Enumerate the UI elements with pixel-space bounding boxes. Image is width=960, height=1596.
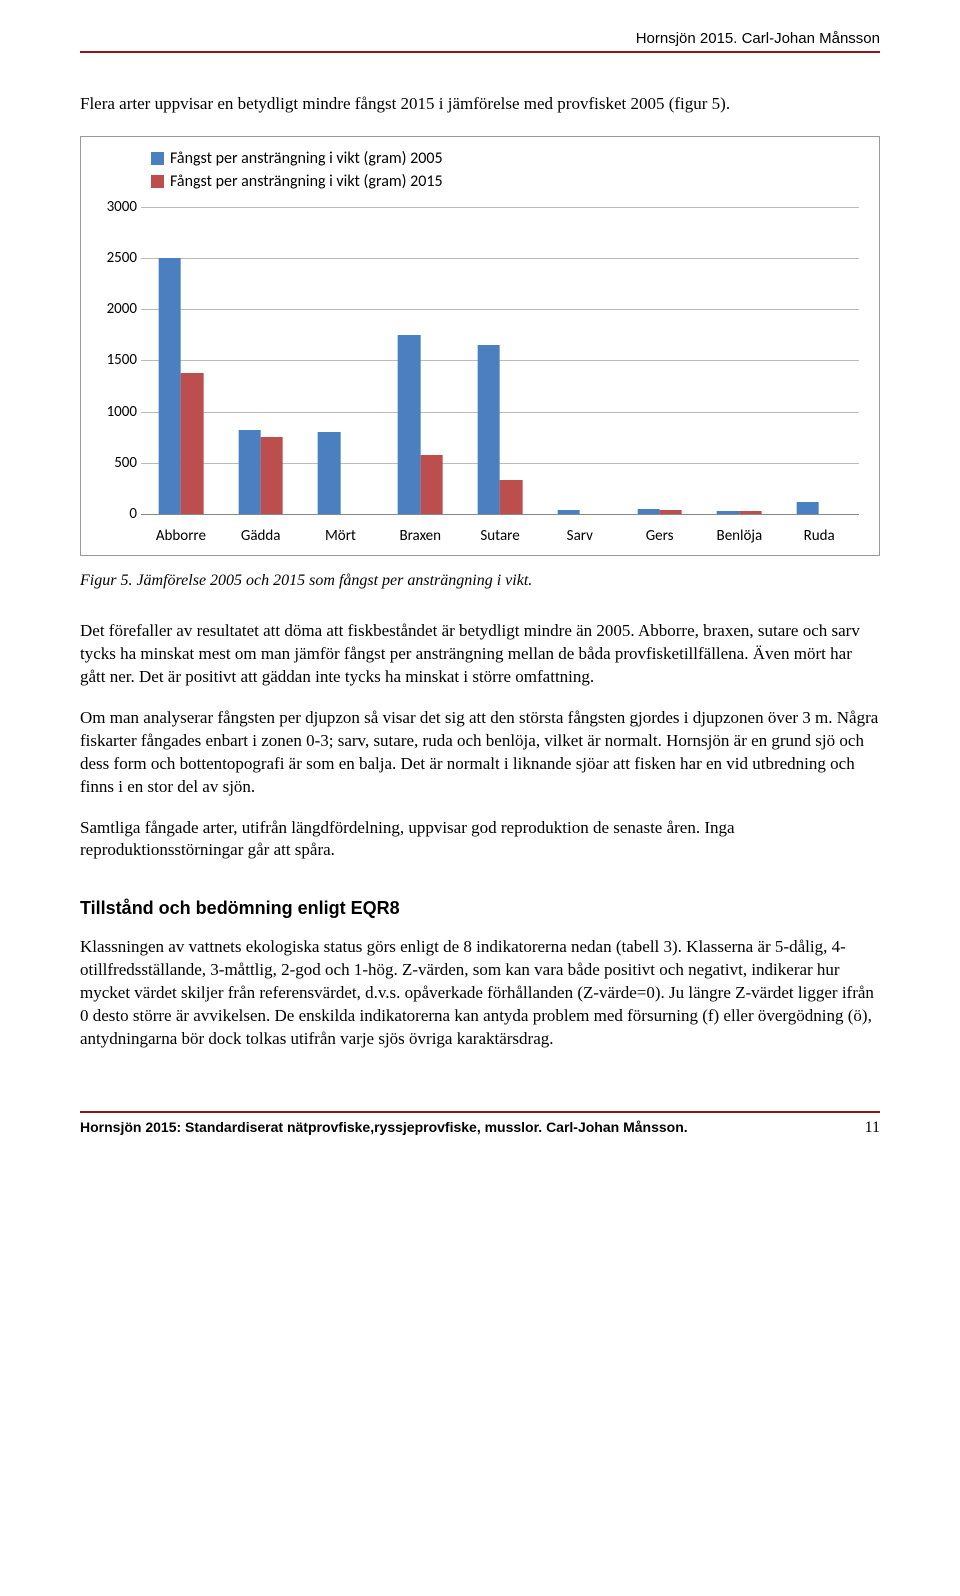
bar-pair [797, 207, 842, 514]
x-tick-label: Gädda [221, 527, 301, 545]
bar-group [380, 207, 460, 514]
intro-paragraph: Flera arter uppvisar en betydligt mindre… [80, 93, 880, 116]
bar-2015 [261, 437, 283, 514]
legend-item-2005: Fångst per ansträngning i vikt (gram) 20… [151, 149, 869, 168]
y-tick-label: 2000 [93, 300, 137, 318]
y-tick-label: 2500 [93, 249, 137, 267]
page-number: 11 [865, 1119, 880, 1137]
body-paragraph-4: Klassningen av vattnets ekologiska statu… [80, 936, 880, 1051]
x-tick-label: Benlöja [699, 527, 779, 545]
legend-label-2015: Fångst per ansträngning i vikt (gram) 20… [170, 172, 443, 191]
bar-group [699, 207, 779, 514]
bar-group [620, 207, 700, 514]
body-paragraph-3: Samtliga fångade arter, utifrån längdför… [80, 817, 880, 863]
y-tick-label: 0 [93, 505, 137, 523]
bar-2015 [660, 510, 682, 514]
bar-2005 [478, 345, 500, 514]
legend-item-2015: Fångst per ansträngning i vikt (gram) 20… [151, 172, 869, 191]
page-header: Hornsjön 2015. Carl-Johan Månsson [80, 30, 880, 53]
body-paragraph-2: Om man analyserar fångsten per djupzon s… [80, 707, 880, 799]
bar-2015 [500, 480, 522, 514]
bar-2015 [420, 455, 442, 514]
bar-group [460, 207, 540, 514]
bar-2005 [318, 432, 340, 514]
x-tick-label: Sutare [460, 527, 540, 545]
bar-2005 [797, 502, 819, 514]
legend-swatch-2005 [151, 152, 164, 165]
bar-pair [159, 207, 204, 514]
x-tick-label: Sarv [540, 527, 620, 545]
legend-label-2005: Fångst per ansträngning i vikt (gram) 20… [170, 149, 443, 168]
bar-group [141, 207, 221, 514]
bar-2005 [159, 258, 181, 514]
bar-2005 [637, 509, 659, 514]
bar-pair [318, 207, 363, 514]
bar-group [301, 207, 381, 514]
bar-pair [557, 207, 602, 514]
bar-group [540, 207, 620, 514]
section-heading-eqr8: Tillstånd och bedömning enligt EQR8 [80, 898, 880, 919]
footer-text: Hornsjön 2015: Standardiserat nätprovfis… [80, 1119, 688, 1137]
document-page: Hornsjön 2015. Carl-Johan Månsson Flera … [0, 0, 960, 1157]
figure-caption: Figur 5. Jämförelse 2005 och 2015 som få… [80, 572, 880, 590]
x-tick-label: Gers [620, 527, 700, 545]
plot-area: 050010001500200025003000 [141, 207, 859, 515]
bar-pair [238, 207, 283, 514]
y-tick-label: 1000 [93, 403, 137, 421]
bar-2015 [181, 373, 203, 514]
legend-swatch-2015 [151, 175, 164, 188]
x-tick-label: Abborre [141, 527, 221, 545]
bar-2005 [398, 335, 420, 514]
y-tick-label: 1500 [93, 351, 137, 369]
bar-group [779, 207, 859, 514]
bar-pair [717, 207, 762, 514]
x-tick-label: Braxen [380, 527, 460, 545]
x-tick-label: Mört [301, 527, 381, 545]
page-footer: Hornsjön 2015: Standardiserat nätprovfis… [80, 1111, 880, 1137]
chart-legend: Fångst per ansträngning i vikt (gram) 20… [151, 149, 869, 191]
bar-2005 [717, 511, 739, 514]
bar-2005 [238, 430, 260, 514]
x-tick-label: Ruda [779, 527, 859, 545]
y-tick-label: 3000 [93, 198, 137, 216]
bar-pair [398, 207, 443, 514]
y-tick-label: 500 [93, 454, 137, 472]
bar-chart: Fångst per ansträngning i vikt (gram) 20… [80, 136, 880, 556]
bar-2015 [739, 511, 761, 514]
bar-pair [637, 207, 682, 514]
bar-pair [478, 207, 523, 514]
body-paragraph-1: Det förefaller av resultatet att döma at… [80, 620, 880, 689]
bar-group [221, 207, 301, 514]
x-axis-labels: AbborreGäddaMörtBraxenSutareSarvGersBenl… [141, 527, 859, 545]
bars-row [141, 207, 859, 514]
bar-2005 [557, 510, 579, 514]
